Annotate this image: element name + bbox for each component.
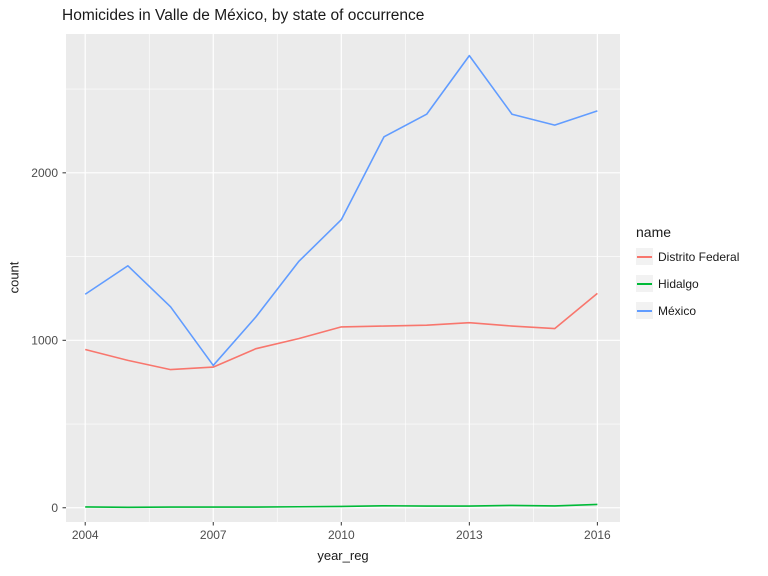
legend-key-swatch <box>636 302 653 319</box>
y-tick-label: 2000 <box>31 166 58 180</box>
legend-item-2: México <box>636 302 739 319</box>
series-line-1 <box>85 503 598 509</box>
legend-item-0: Distrito Federal <box>636 248 739 265</box>
x-tick-label: 2013 <box>456 528 483 542</box>
legend-item-label: México <box>658 303 697 318</box>
series-line-2 <box>84 54 598 367</box>
chart-title: Homicides in Valle de México, by state o… <box>62 7 425 24</box>
legend-item-label: Distrito Federal <box>658 249 740 264</box>
legend-key-swatch <box>636 248 653 265</box>
legend-title: name <box>636 224 672 240</box>
legend-item-label: Hidalgo <box>658 276 699 291</box>
legend-key-swatch <box>636 275 653 292</box>
x-tick-label: 2016 <box>584 528 611 542</box>
y-tick-label: 1000 <box>31 333 58 347</box>
x-tick-label: 2004 <box>72 528 99 542</box>
legend-items: Distrito Federal Hidalgo México <box>636 248 739 319</box>
legend-key-line <box>637 282 652 285</box>
plot-panel <box>66 34 620 522</box>
legend: name Distrito Federal Hidalgo México <box>636 224 739 329</box>
legend-key-line <box>637 309 652 312</box>
y-tick-label: 0 <box>51 501 58 515</box>
x-tick-label: 2010 <box>328 528 355 542</box>
legend-key-line <box>637 255 652 258</box>
legend-item-1: Hidalgo <box>636 275 739 292</box>
x-axis-title: year_reg <box>317 548 369 563</box>
y-axis-title: count <box>6 261 22 294</box>
x-tick-label: 2007 <box>200 528 227 542</box>
series-line-0 <box>85 292 598 371</box>
